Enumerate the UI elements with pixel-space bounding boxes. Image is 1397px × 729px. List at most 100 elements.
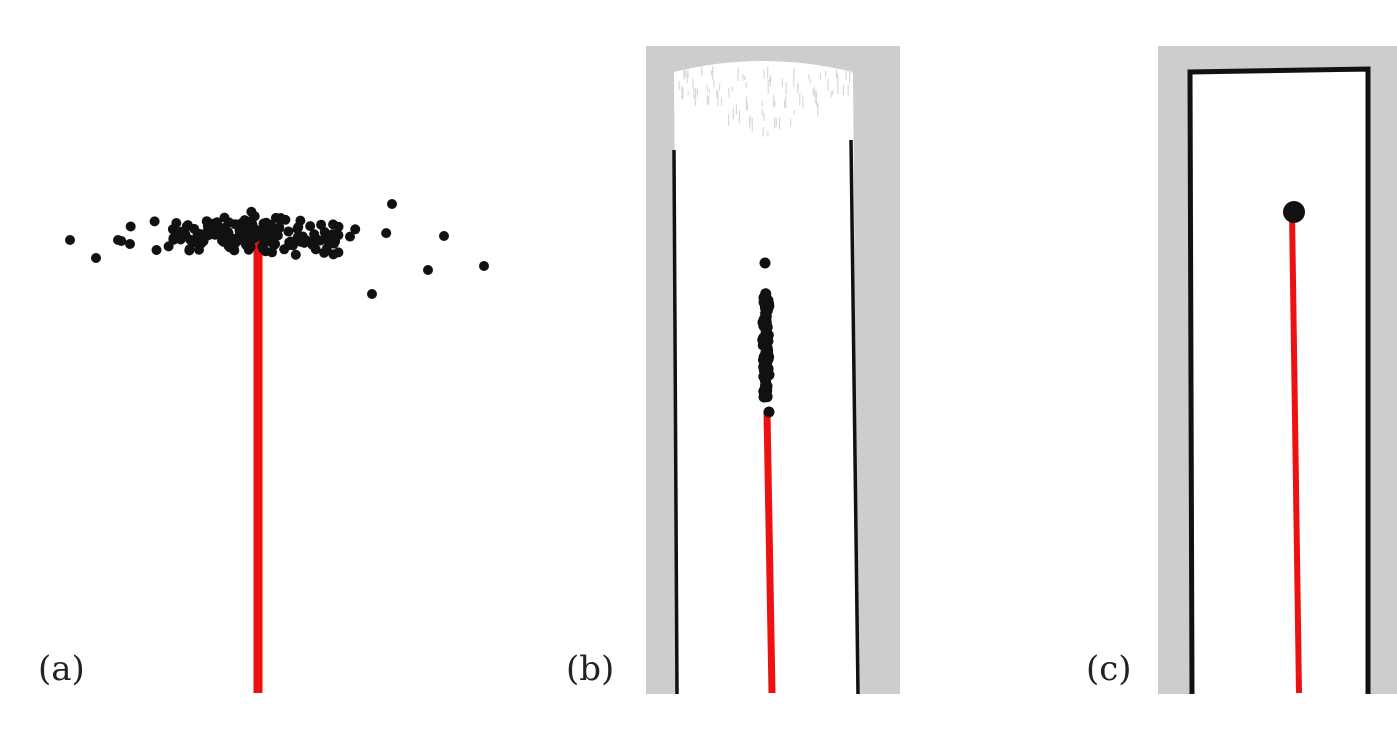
particle-a	[113, 235, 123, 245]
scan-mark-b	[793, 74, 795, 87]
scan-mark-b	[682, 87, 684, 100]
particle-cluster-b	[757, 257, 775, 418]
particle-a	[163, 241, 174, 252]
particle-a	[151, 245, 162, 255]
scan-mark-b	[799, 93, 801, 105]
particle-cloud-a	[65, 199, 489, 299]
scan-mark-b	[706, 84, 708, 92]
particle-b	[760, 288, 772, 300]
scan-mark-b	[678, 81, 680, 90]
scan-mark-b	[767, 66, 769, 79]
scan-mark-b	[684, 69, 686, 78]
scan-mark-b	[735, 104, 737, 115]
scan-mark-b	[710, 70, 713, 76]
particle-a	[330, 236, 341, 247]
scan-mark-b	[785, 96, 787, 108]
particle-a	[367, 289, 377, 299]
particle-a	[65, 235, 75, 245]
scan-mark-b	[767, 80, 769, 94]
scan-mark-b	[793, 110, 795, 115]
scan-mark-b	[746, 102, 748, 111]
particle-a	[223, 227, 234, 238]
particle-a	[285, 236, 296, 247]
scan-mark-b	[847, 84, 849, 96]
particle-a	[292, 223, 303, 234]
scan-mark-b	[762, 127, 764, 137]
scan-mark-b	[749, 115, 751, 122]
particle-a	[381, 228, 392, 239]
particle-a	[297, 231, 308, 242]
scan-mark-b	[737, 67, 739, 81]
scan-mark-b	[763, 69, 765, 79]
particle-a	[175, 226, 186, 237]
particle-b	[759, 257, 771, 269]
particle-a	[231, 235, 242, 246]
scan-mark-b	[763, 113, 765, 121]
particle-b	[758, 351, 770, 363]
scan-mark-b	[694, 94, 696, 107]
scan-mark-b	[731, 86, 733, 92]
scan-mark-b	[769, 77, 771, 87]
scan-mark-b	[785, 82, 787, 95]
scan-mark-b	[837, 80, 839, 95]
scan-mark-b	[835, 69, 838, 79]
scan-mark-b	[832, 90, 834, 95]
scan-mark-b	[825, 70, 827, 77]
scan-mark-b	[793, 68, 795, 80]
particle-b	[762, 368, 774, 380]
scan-mark-b	[773, 94, 775, 109]
particle-a	[387, 199, 397, 209]
particle-a	[171, 218, 182, 228]
particle-a	[198, 236, 209, 247]
scan-mark-b	[819, 73, 821, 80]
particle-a	[267, 237, 278, 248]
scan-mark-b	[813, 86, 815, 98]
scan-mark-b	[701, 66, 703, 77]
particle-a	[319, 247, 330, 258]
scan-mark-b	[809, 78, 811, 83]
scan-mark-b	[744, 75, 746, 81]
scan-mark-b	[815, 92, 817, 106]
panel-c	[1158, 46, 1397, 695]
particle-a	[439, 231, 449, 241]
particle-a	[262, 227, 273, 238]
particle-a	[249, 211, 260, 222]
particle-a	[204, 221, 214, 232]
scan-mark-b	[742, 73, 744, 82]
scan-mark-b	[842, 85, 844, 96]
scan-mark-b	[727, 114, 730, 126]
particle-a	[328, 249, 339, 260]
particle-a	[219, 212, 230, 223]
scan-mark-b	[708, 88, 711, 93]
particle-a	[307, 239, 318, 250]
scan-mark-b	[837, 73, 839, 87]
left-wall-b	[672, 149, 679, 695]
scan-mark-b	[713, 79, 715, 88]
scan-mark-b	[850, 69, 852, 74]
scan-mark-b	[745, 81, 747, 89]
scan-mark-b	[781, 78, 783, 87]
panel-b	[646, 46, 900, 695]
right-wall-b	[849, 139, 860, 695]
scan-mark-b	[797, 82, 799, 90]
particle-b	[763, 406, 775, 418]
scan-mark-b	[708, 95, 710, 105]
trajectory-line-c	[1289, 211, 1302, 694]
scan-mark-b	[745, 96, 747, 111]
particle-a	[279, 244, 290, 255]
scan-mark-b	[720, 97, 723, 106]
particle-a	[309, 229, 320, 240]
scan-mark-b	[849, 69, 851, 83]
scan-mark-b	[769, 78, 771, 82]
scan-mark-b	[706, 95, 708, 105]
particle-a	[189, 223, 200, 234]
scan-mark-b	[686, 71, 688, 84]
scan-mark-b	[728, 87, 730, 97]
particle-a	[345, 231, 355, 242]
particle-a	[479, 261, 489, 271]
particle-a	[290, 249, 301, 260]
scan-mark-b	[767, 130, 769, 137]
particle-a	[168, 233, 179, 244]
scan-mark-b	[683, 67, 685, 81]
